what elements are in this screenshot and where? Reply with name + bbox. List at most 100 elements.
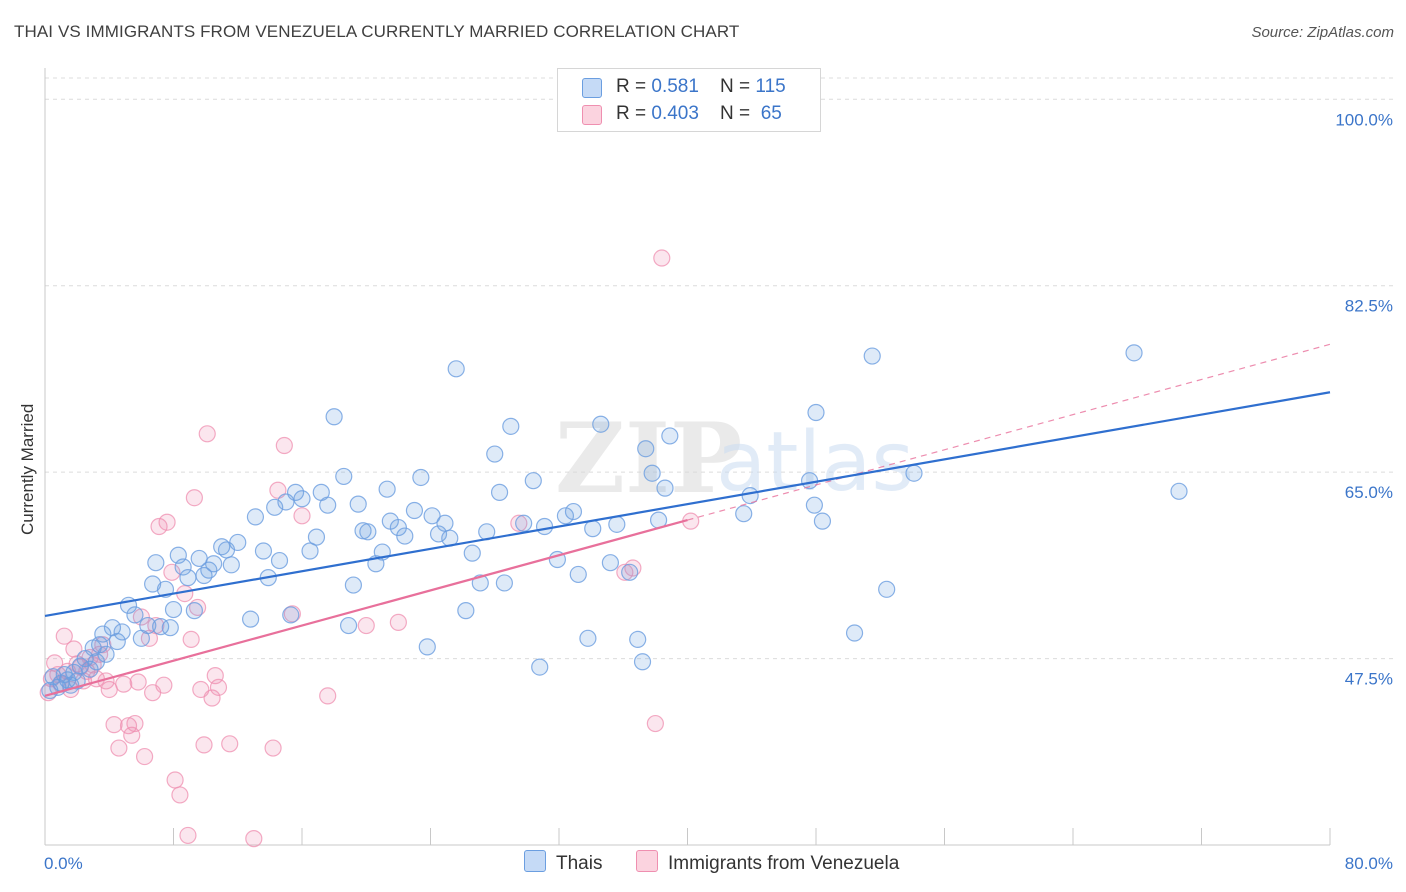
thais-point (531, 658, 549, 676)
thais-point (423, 507, 441, 525)
thais-point (286, 483, 305, 501)
thais-point (556, 507, 575, 525)
thais-point (147, 554, 165, 572)
thais-point (205, 555, 223, 573)
thais-point (486, 445, 504, 463)
bottom-legend-label-venezuela: Immigrants from Venezuela (668, 853, 900, 874)
thais-point (661, 427, 679, 445)
points-layer (39, 249, 1188, 848)
venezuela-point (389, 613, 407, 631)
thais-point (564, 502, 583, 521)
chart-title: THAI VS IMMIGRANTS FROM VENEZUELA CURREN… (14, 22, 740, 41)
bottom-legend-venezuela: Immigrants from Venezuela (636, 850, 899, 875)
venezuela-point (150, 517, 168, 536)
thais-point (878, 580, 896, 598)
thais-point (905, 464, 923, 482)
legend-n-value: 65 (760, 103, 782, 124)
y-axis-label: Currently Married (18, 403, 37, 535)
venezuela-point (245, 830, 263, 848)
venezuela-trend-extension (687, 343, 1331, 521)
thais-point (246, 508, 265, 526)
thais-point (429, 525, 448, 543)
thais-point (863, 347, 881, 365)
thais-point (266, 498, 284, 516)
source-label: Source: ZipAtlas.com (1251, 24, 1394, 41)
venezuela-point (195, 736, 213, 754)
thais-point (643, 464, 661, 482)
y-tick-label: 47.5% (1345, 670, 1393, 689)
thais-point (569, 565, 587, 584)
thais-point (339, 616, 358, 635)
legend: R = 0.581 N = 115 R = 0.403 N = 65 (557, 68, 821, 132)
thais-point (126, 606, 144, 624)
thais-point (502, 417, 520, 435)
thais-point (97, 645, 115, 663)
venezuela-point (293, 507, 311, 525)
thais-point (344, 576, 362, 594)
venezuela-point (510, 514, 528, 532)
bottom-legend-label-thais: Thais (556, 853, 603, 874)
thais-point (195, 566, 213, 585)
thais-point (515, 514, 533, 532)
venezuela-point (269, 481, 287, 499)
venezuela-point (163, 563, 181, 581)
thais-point (601, 554, 620, 572)
venezuela-point (105, 716, 123, 734)
thais-point (592, 415, 610, 433)
thais-point (807, 403, 825, 422)
y-tick-label: 65.0% (1345, 483, 1393, 502)
venezuela-point (179, 826, 197, 845)
thais-point (270, 551, 289, 570)
thais-point (94, 625, 112, 643)
thais-point (164, 600, 183, 619)
thais-point (179, 569, 197, 587)
thais-point (282, 606, 300, 624)
thais-point (633, 653, 652, 671)
venezuela-point (126, 714, 144, 733)
venezuela-point (357, 616, 375, 635)
thais-point (535, 517, 554, 536)
thais-point (359, 523, 377, 541)
legend-r-label: R = (616, 103, 652, 124)
venezuela-point (275, 436, 293, 455)
venezuela-point (616, 563, 634, 581)
thais-point (490, 483, 509, 501)
thais-point (185, 602, 203, 620)
venezuela-point (110, 739, 128, 757)
venezuela-point (171, 786, 189, 804)
thais-point (144, 575, 162, 593)
thais-point (91, 636, 109, 654)
legend-r-value: 0.581 (651, 76, 699, 97)
thais-point (608, 515, 626, 533)
thais-point (405, 501, 424, 520)
thais-point (161, 619, 179, 637)
thais-point (418, 638, 436, 656)
bottom-legend-swatch-venezuela (636, 850, 658, 872)
legend-r-label: R = (616, 76, 652, 97)
thais-point (319, 496, 337, 514)
legend-n-label: N = (720, 103, 756, 124)
venezuela-point (158, 513, 176, 531)
thais-point (579, 629, 597, 647)
thais-point (307, 528, 326, 546)
thais-point (335, 467, 353, 486)
thais-point (495, 574, 513, 592)
thais-trend-line (44, 391, 1331, 618)
thais-point (463, 544, 481, 562)
legend-swatch-venezuela (582, 105, 602, 125)
legend-n-label: N = (720, 76, 756, 97)
venezuela-point (188, 598, 207, 617)
venezuela-point (185, 489, 203, 507)
thais-point (621, 563, 639, 581)
thais-point (436, 514, 454, 532)
thais-point (447, 360, 465, 378)
watermark-zip: ZIP (555, 402, 742, 515)
grid-layer (45, 77, 1395, 660)
thais-point (389, 518, 407, 537)
thais-point (1170, 482, 1188, 500)
trend-layer (44, 343, 1331, 697)
venezuela-point (264, 739, 282, 757)
label-layer: 47.5% 65.0% 82.5% 100.0% 0.0% 80.0% (44, 110, 1393, 873)
venezuela-point (209, 678, 228, 696)
